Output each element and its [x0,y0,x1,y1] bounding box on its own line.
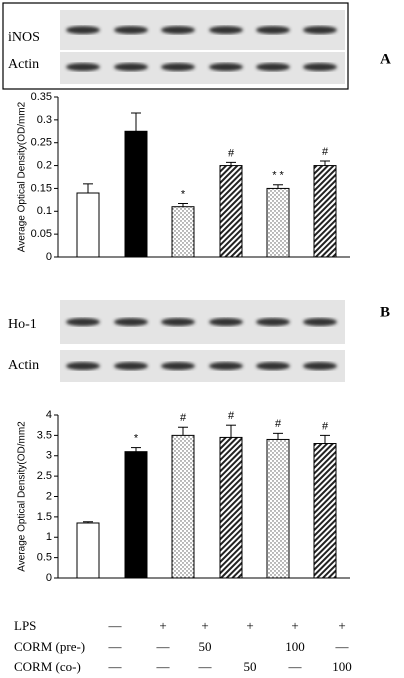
bar [124,451,148,579]
table-cell: — [156,659,171,674]
bar [76,192,100,258]
annotation: * [134,433,139,445]
y-tick-label: 0 [46,251,52,263]
blot-strip [60,52,345,84]
y-tick-label: 0.3 [37,114,52,126]
y-tick-label: 2 [46,490,52,502]
annotation: # [322,146,329,158]
blot-band [114,26,148,34]
bar [313,165,337,258]
annotation: # [228,410,235,422]
table-cell: — [108,659,123,674]
table-cell: — [288,659,303,674]
blot-band [209,362,243,370]
bar [219,436,243,579]
y-tick-label: 3 [46,450,52,462]
bar [76,522,100,579]
y-tick-label: 0.15 [31,182,52,194]
blot-band [209,63,243,71]
blot-band [256,26,290,34]
bar [171,434,195,579]
row-label: CORM (co-) [14,659,81,674]
y-tick-label: 0.05 [31,228,52,240]
y-tick-label: 4 [46,409,52,421]
blot-band [303,63,337,71]
y-tick-label: 0.2 [37,159,52,171]
annotation: # [180,412,187,424]
blot-strip [60,300,345,344]
annotation: * [181,188,186,200]
y-tick-label: 1.5 [37,511,52,523]
blot-label: Ho-1 [8,317,37,332]
table-cell: + [338,618,345,633]
bar [124,130,148,258]
row-label: CORM (pre-) [14,639,85,654]
table-cell: + [291,618,298,633]
blot-band [114,63,148,71]
panel-label: B [380,304,390,320]
blot-band [66,26,100,34]
bar [313,443,337,579]
y-axis-label: Average Optical Density(OD/mm2 [17,101,28,252]
blot-label: Actin [8,57,39,72]
y-tick-label: 0.1 [37,205,52,217]
table-cell: + [201,618,208,633]
blot-band [161,26,195,34]
blot-band [114,318,148,326]
blot-band [161,318,195,326]
blot-band [66,63,100,71]
y-tick-label: 0.35 [31,91,52,103]
y-tick-label: 0 [46,572,52,584]
y-tick-label: 1 [46,531,52,543]
row-label: LPS [14,618,36,633]
y-tick-label: 2.5 [37,470,52,482]
bar [266,187,290,258]
table-cell: + [159,618,166,633]
table-cell: — [156,639,171,654]
blot-strip [60,10,345,50]
y-tick-label: 0.5 [37,552,52,564]
y-axis-label: Average Optical Density(OD/mm2 [17,421,28,572]
annotation: # [322,420,329,432]
annotation: # [228,147,235,159]
blot-label: iNOS [8,30,40,45]
y-tick-label: 3.5 [37,429,52,441]
blot-frame [2,2,349,90]
table-cell: — [335,639,350,654]
bar [266,438,290,579]
blot-label: Actin [8,358,39,373]
blot-strip [60,350,345,382]
panel-label: A [380,51,391,67]
bar [219,165,243,258]
table-cell: — [198,659,213,674]
blot-band [209,26,243,34]
blot-band [114,362,148,370]
blot-band [256,63,290,71]
table-cell: 100 [285,639,305,654]
table-cell: 100 [332,659,352,674]
table-cell: 50 [244,659,257,674]
blot-band [161,362,195,370]
table-cell: 50 [199,639,212,654]
bar [171,206,195,258]
blot-band [209,318,243,326]
blot-band [303,26,337,34]
table-cell: — [108,618,123,633]
blot-band [303,318,337,326]
blot-band [256,362,290,370]
blot-band [66,318,100,326]
blot-band [256,318,290,326]
annotation: # [275,418,282,430]
blot-band [161,63,195,71]
blot-band [66,362,100,370]
table-cell: + [246,618,253,633]
blot-band [303,362,337,370]
y-tick-label: 0.25 [31,137,52,149]
annotation: * * [272,170,284,182]
table-cell: — [108,639,123,654]
